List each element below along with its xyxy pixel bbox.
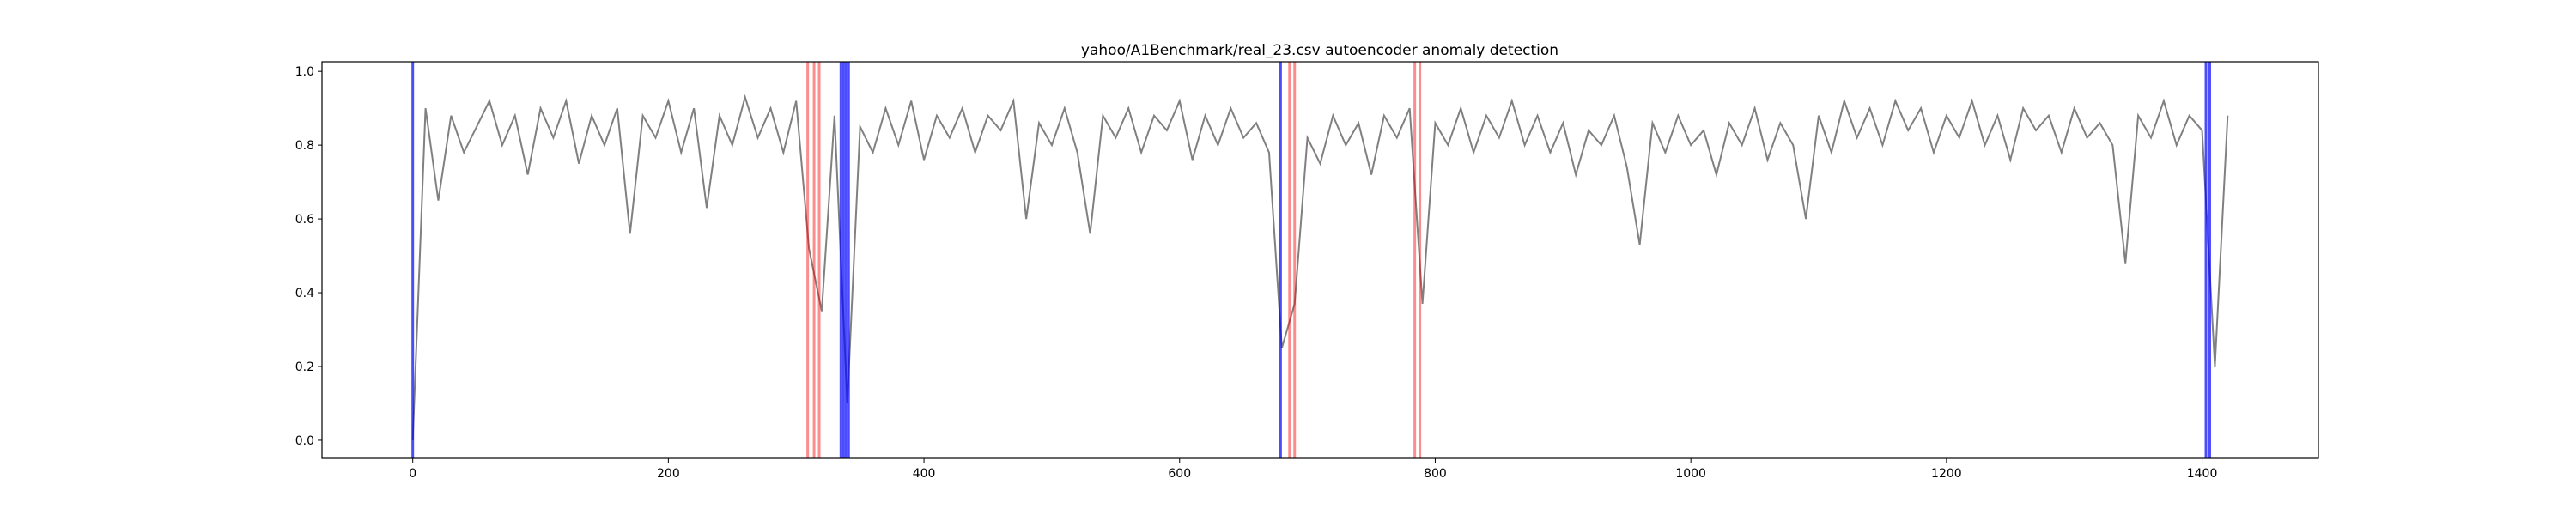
y-tick-label: 0.8 [295, 139, 314, 153]
x-tick-label: 0 [409, 467, 416, 481]
x-tick-label: 1200 [1931, 467, 1962, 481]
x-tick-label: 600 [1168, 467, 1191, 481]
x-tick-label: 400 [913, 467, 936, 481]
x-tick-label: 200 [657, 467, 680, 481]
y-tick-label: 0.4 [295, 287, 314, 300]
x-tick-label: 1400 [2187, 467, 2218, 481]
plot-frame [321, 61, 2319, 459]
x-tick-label: 1000 [1675, 467, 1706, 481]
y-tick-label: 0.6 [295, 213, 314, 227]
y-tick-label: 1.0 [295, 65, 314, 79]
y-tick-label: 0.2 [295, 360, 314, 374]
y-tick-label: 0.0 [295, 434, 314, 448]
chart-title: yahoo/A1Benchmark/real_23.csv autoencode… [1081, 42, 1558, 59]
x-tick-label: 800 [1424, 467, 1447, 481]
data-line [411, 94, 2229, 440]
